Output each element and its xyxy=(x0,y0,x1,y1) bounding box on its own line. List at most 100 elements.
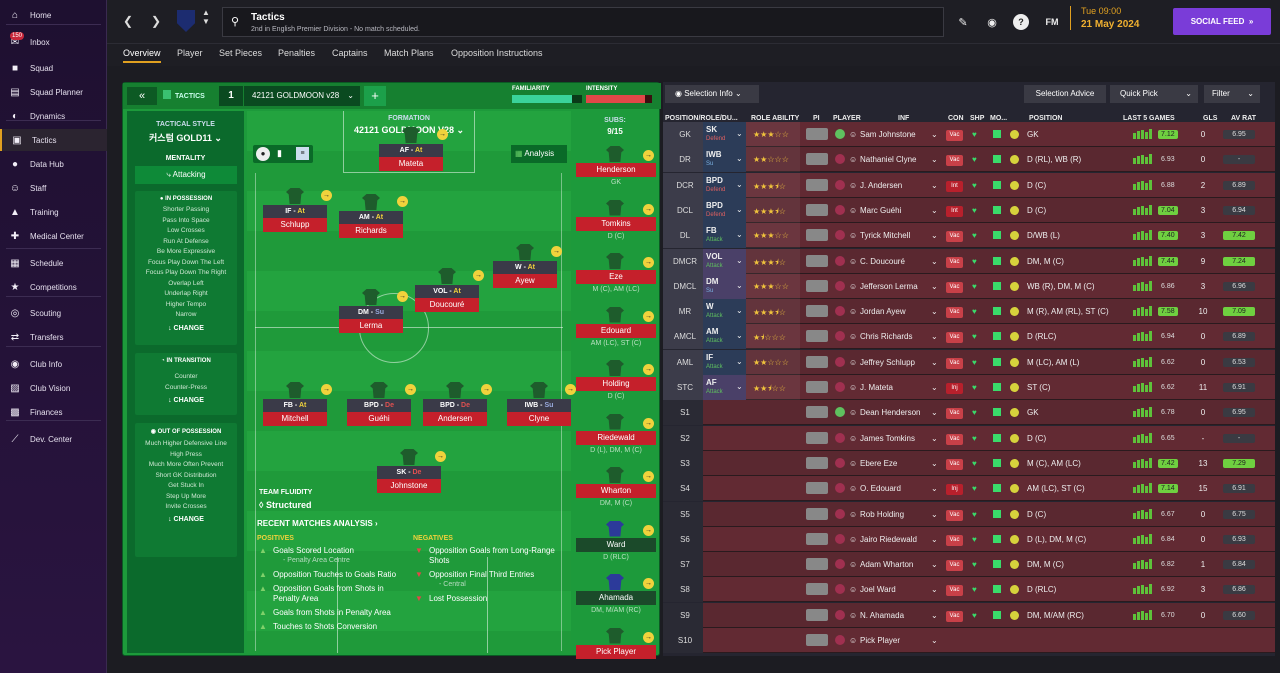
role-cell[interactable] xyxy=(703,299,746,325)
bar-chart-icon[interactable]: ▮ xyxy=(277,148,282,158)
info-badge[interactable]: Vac xyxy=(946,307,963,319)
player-role[interactable]: DM - Su xyxy=(339,306,403,319)
player-role[interactable]: BPD - De xyxy=(347,399,411,412)
pitch-player-ayew[interactable]: W - At Ayew xyxy=(493,261,557,288)
table-row[interactable]: DR IWB Su ⌄ ★★☆☆☆ ☺ Nathaniel Clyne ⌄ Vac ♥ D (RL)… xyxy=(663,147,1275,173)
pi-icon[interactable] xyxy=(806,128,828,140)
info-badge[interactable]: Vac xyxy=(946,256,963,268)
player-name[interactable]: Jeffrey Schlupp xyxy=(860,357,915,367)
pitch-player-schlupp[interactable]: IF - At Schlupp xyxy=(263,205,327,232)
chevron-down-icon[interactable]: ⌄ xyxy=(736,280,743,290)
instruction-arrow-icon[interactable]: → xyxy=(473,270,484,281)
sub-shirt-icon[interactable] xyxy=(606,253,624,269)
sidebar-item-finances[interactable]: ▩ Finances xyxy=(0,401,107,423)
sub-arrow-icon[interactable]: → xyxy=(643,150,654,161)
chevron-down-icon[interactable]: ⌄ xyxy=(931,231,938,241)
lineup-icon[interactable]: ≡ xyxy=(296,147,309,160)
chevron-down-icon[interactable]: ⌄ xyxy=(736,230,743,240)
sub-shirt-icon[interactable] xyxy=(606,146,624,162)
sub-shirt-icon[interactable] xyxy=(606,413,624,430)
player-name[interactable]: Nathaniel Clyne xyxy=(860,155,917,165)
analysis-button[interactable]: ▦ Analysis xyxy=(511,145,567,163)
info-badge[interactable]: Int xyxy=(946,180,963,192)
player-name[interactable]: Ebere Eze xyxy=(860,458,898,468)
player-name[interactable]: Jefferson Lerma xyxy=(860,281,918,291)
pitch-player-richards[interactable]: AM - At Richards xyxy=(339,211,403,238)
pitch-player-andersen[interactable]: BPD - De Andersen xyxy=(423,399,487,426)
instruction-arrow-icon[interactable]: → xyxy=(321,190,332,201)
info-badge[interactable]: Vac xyxy=(946,408,963,420)
player-name[interactable]: J. Mateta xyxy=(860,383,893,392)
player-shirt-icon[interactable] xyxy=(446,382,464,398)
player-name[interactable]: Marc Guéhi xyxy=(860,205,902,215)
chevron-down-icon[interactable]: ⌄ xyxy=(736,204,743,214)
sub-player[interactable]: Holding D (C) xyxy=(576,377,656,400)
table-row[interactable]: DMCR VOL Attack ⌄ ★★★⯨☆ ☺ C. Doucouré ⌄ Vac ♥ DM, … xyxy=(663,248,1275,274)
role-cell[interactable] xyxy=(703,172,746,198)
player-name[interactable]: Pick Player xyxy=(860,636,901,645)
column-header[interactable]: POSITION/ROLE/DU... xyxy=(665,115,738,122)
player-shirt-icon[interactable] xyxy=(438,268,456,284)
chevron-down-icon[interactable]: ⌄ xyxy=(931,610,938,620)
instruction-arrow-icon[interactable]: → xyxy=(405,384,416,395)
column-header[interactable]: PLAYER xyxy=(833,115,861,122)
pi-icon[interactable] xyxy=(806,355,828,368)
chevron-down-icon[interactable]: ⌄ xyxy=(931,509,938,519)
column-header[interactable]: CON xyxy=(948,115,964,122)
player-role[interactable]: BPD - De xyxy=(423,399,487,412)
table-row[interactable]: S3 ☺ Ebere Eze ⌄ Vac ♥ M (C), AM (LC) 7.42 13 7.2… xyxy=(663,450,1275,476)
chevron-down-icon[interactable]: ⌄ xyxy=(736,179,743,189)
forward-icon[interactable]: ❯ xyxy=(150,14,162,28)
table-row[interactable]: S7 ☺ Adam Wharton ⌄ Vac ♥ DM, M (C) 6.82 1 6.84 xyxy=(663,552,1275,578)
sidebar-item-staff[interactable]: ☺ Staff xyxy=(0,177,107,199)
sub-shirt-icon[interactable] xyxy=(606,627,624,644)
social-feed-button[interactable]: SOCIAL FEED » xyxy=(1173,8,1271,35)
role-cell[interactable] xyxy=(703,223,746,249)
assistant-icon[interactable]: ◉ xyxy=(987,16,997,29)
tab-player[interactable]: Player xyxy=(177,48,203,58)
sidebar-item-scouting[interactable]: ◎ Scouting xyxy=(0,302,107,324)
info-badge[interactable]: Vac xyxy=(946,357,963,369)
table-row[interactable]: S5 ☺ Rob Holding ⌄ Vac ♥ D (C) 6.67 0 6.75 xyxy=(663,501,1275,527)
player-shirt-icon[interactable] xyxy=(530,382,548,398)
sub-shirt-icon[interactable] xyxy=(606,306,624,323)
pi-icon[interactable] xyxy=(806,456,828,469)
player-role[interactable]: FB - At xyxy=(263,399,327,412)
info-badge[interactable]: Vac xyxy=(946,231,963,243)
chevron-down-icon[interactable]: ⌄ xyxy=(931,408,938,418)
sub-arrow-icon[interactable]: → xyxy=(643,417,654,429)
sub-player[interactable]: Wharton DM, M (C) xyxy=(576,484,656,507)
sidebar-item-schedule[interactable]: ▦ Schedule xyxy=(0,252,107,274)
chevron-down-icon[interactable]: ⌄ xyxy=(931,256,938,266)
sub-arrow-icon[interactable]: → xyxy=(643,631,654,643)
sub-arrow-icon[interactable]: → xyxy=(643,471,654,482)
column-header[interactable]: POSITION xyxy=(1029,115,1063,122)
chevron-down-icon[interactable]: ⌄ xyxy=(931,130,938,139)
pitch-player-clyne[interactable]: IWB - Su Clyne xyxy=(507,399,571,426)
chevron-down-icon[interactable]: ⌄ xyxy=(931,458,938,468)
chevron-down-icon[interactable]: ⌄ xyxy=(736,356,743,366)
player-role[interactable]: IWB - Su xyxy=(507,399,571,412)
player-shirt-icon[interactable] xyxy=(362,289,380,305)
sidebar-item-competitions[interactable]: ★ Competitions xyxy=(0,276,107,298)
sidebar-item-training[interactable]: ▲ Training xyxy=(0,201,107,223)
info-badge[interactable]: Vac xyxy=(946,509,963,521)
table-row[interactable]: MR W Attack ⌄ ★★★⯨☆ ☺ Jordan Ayew ⌄ Vac ♥ M (R), A… xyxy=(663,299,1275,325)
chevron-down-icon[interactable]: ⌄ xyxy=(931,484,938,494)
chevron-down-icon[interactable]: ⌄ xyxy=(931,332,938,342)
column-header[interactable]: AV RAT xyxy=(1231,115,1257,122)
pitch-player-mateta[interactable]: AF - At Mateta xyxy=(379,144,443,171)
player-role[interactable]: AF - At xyxy=(379,144,443,157)
table-row[interactable]: S2 ☺ James Tomkins ⌄ Vac ♥ D (C) 6.65 - - xyxy=(663,425,1275,451)
instruction-arrow-icon[interactable]: → xyxy=(481,384,492,395)
chevron-down-icon[interactable]: ⌄ xyxy=(931,180,938,190)
player-name[interactable]: C. Doucouré xyxy=(860,256,905,266)
sub-player[interactable]: Edouard AM (LC), ST (C) xyxy=(576,323,656,347)
pi-icon[interactable] xyxy=(806,153,828,166)
quick-pick-button[interactable]: Quick Pick ⌄ xyxy=(1110,85,1198,103)
pi-icon[interactable] xyxy=(806,381,828,393)
chevron-down-icon[interactable]: ⌄ xyxy=(736,331,743,341)
table-row[interactable]: DCR BPD Defend ⌄ ★★★⯨☆ ☺ J. Andersen ⌄ Int ♥ D (C)… xyxy=(663,172,1275,198)
sub-shirt-icon[interactable] xyxy=(606,574,624,590)
info-badge[interactable]: Vac xyxy=(946,433,963,445)
